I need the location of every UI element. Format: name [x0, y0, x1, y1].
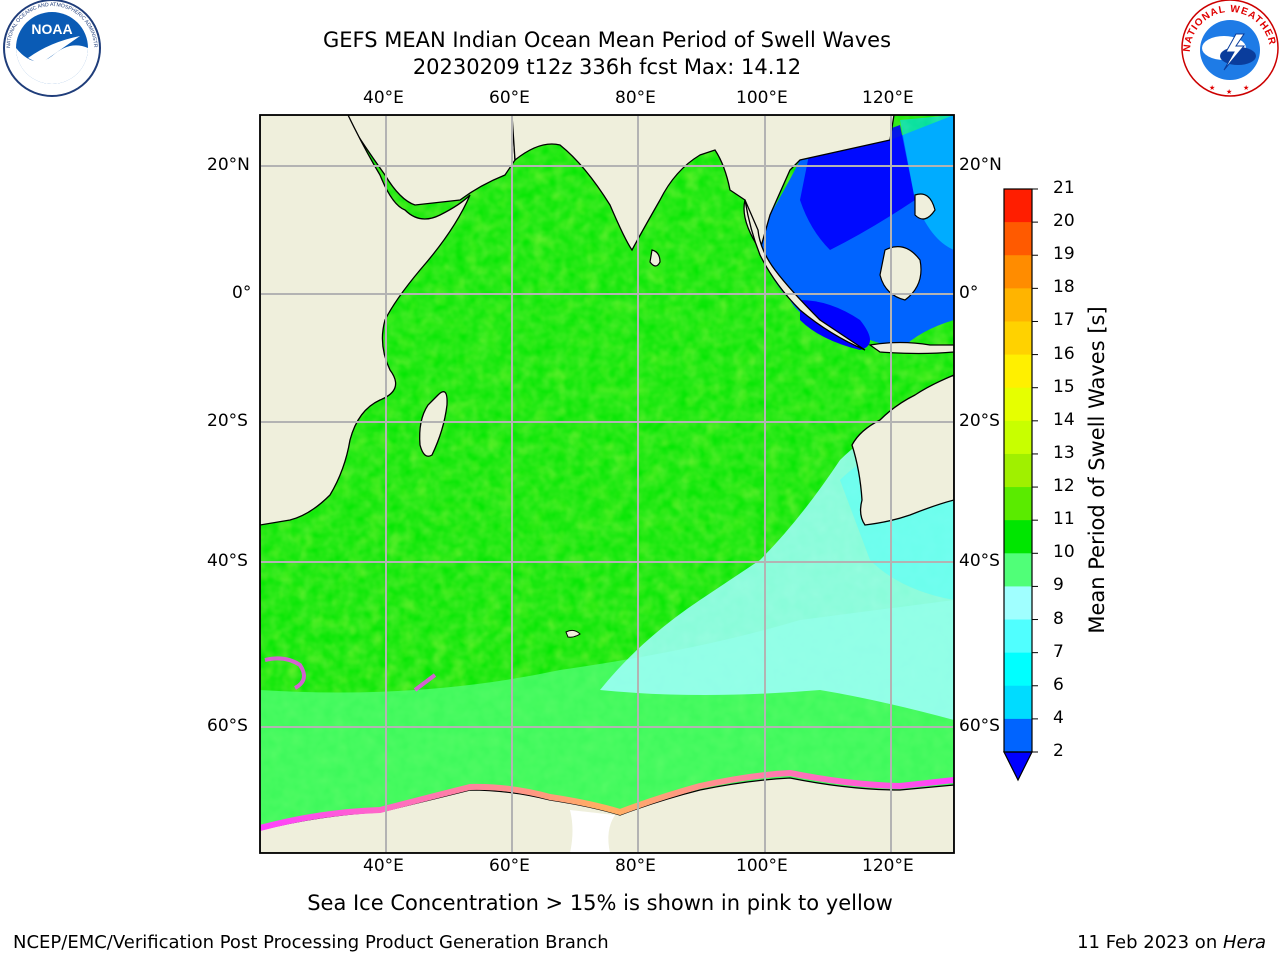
lon-label-top-40e: 40°E — [363, 88, 404, 108]
colorbar-tick-label: 4 — [1053, 707, 1064, 728]
svg-text:★: ★ — [1226, 88, 1232, 96]
lat-label-right-0: 0° — [959, 283, 979, 303]
colorbar-tick-label: 16 — [1053, 343, 1075, 364]
lat-label-left-20n: 20°N — [207, 155, 250, 175]
colorbar-title: Mean Period of Swell Waves [s] — [1085, 306, 1109, 634]
colorbar-under-arrow — [1003, 751, 1033, 782]
colorbar-tick-label: 9 — [1053, 575, 1064, 596]
svg-text:NATIONAL WEATHER SERVICE: NATIONAL WEATHER SERVICE — [0, 0, 1278, 52]
lat-label-right-20n: 20°N — [959, 155, 1002, 175]
colorbar-tick-label: 11 — [1053, 509, 1075, 530]
lat-label-right-20s: 20°S — [959, 411, 1000, 431]
colorbar-segment — [1004, 718, 1032, 753]
noaa-logo-icon: NOAA NATIONAL OCEANIC AND ATMOSPHERIC AD… — [0, 0, 101, 97]
title-line-1: GEFS MEAN Indian Ocean Mean Period of Sw… — [322, 28, 892, 52]
lon-label-top-100e: 100°E — [736, 88, 788, 108]
svg-text:★: ★ — [1243, 84, 1249, 92]
lat-label-right-60s: 60°S — [959, 716, 1000, 736]
colorbar — [1003, 188, 1038, 782]
land-madagascar — [419, 391, 448, 457]
footer-date-text: 11 Feb 2023 on — [1077, 932, 1223, 953]
map-area — [260, 115, 954, 853]
nws-logo-icon: NATIONAL WEATHER SERVICE ★ ★ ★ — [0, 0, 1279, 97]
colorbar-tick-label: 20 — [1053, 211, 1075, 232]
lon-label-top-60e: 60°E — [489, 88, 530, 108]
colorbar-segment — [1004, 255, 1032, 289]
colorbar-segment — [1004, 586, 1032, 621]
lat-label-left-60s: 60°S — [207, 716, 248, 736]
colorbar-tick-label: 12 — [1053, 476, 1075, 497]
lat-label-left-0: 0° — [232, 283, 252, 303]
map-frame — [259, 114, 955, 854]
colorbar-segment — [1004, 222, 1032, 256]
lon-label-bottom-120e: 120°E — [862, 856, 914, 876]
lon-label-bottom-100e: 100°E — [736, 856, 788, 876]
noaa-logo-text: NOAA — [31, 21, 72, 37]
sea-ice-note: Sea Ice Concentration > 15% is shown in … — [307, 891, 893, 915]
colorbar-segment — [1004, 420, 1032, 455]
svg-text:★: ★ — [1209, 84, 1215, 92]
sea-ice-band — [260, 769, 954, 831]
land-asia — [511, 115, 895, 252]
colorbar-segment — [1004, 189, 1032, 223]
colorbar-segment — [1004, 288, 1032, 322]
colorbar-tick-label: 6 — [1053, 674, 1064, 695]
colorbar-segment — [1004, 453, 1032, 488]
colorbar-segment — [1004, 685, 1032, 720]
colorbar-segment — [1004, 652, 1032, 687]
lon-label-bottom-60e: 60°E — [489, 856, 530, 876]
colorbar-tick-label: 8 — [1053, 608, 1064, 629]
colorbar-tick-label: 2 — [1053, 741, 1064, 761]
colorbar-segment — [1004, 553, 1032, 587]
lon-label-bottom-80e: 80°E — [615, 856, 656, 876]
colorbar-segment — [1004, 487, 1032, 521]
lon-label-bottom-40e: 40°E — [363, 856, 404, 876]
land-australia — [851, 374, 954, 526]
footer-date: 11 Feb 2023 on Hera — [1077, 932, 1266, 953]
lat-label-right-40s: 40°S — [959, 551, 1000, 571]
graticule — [260, 115, 954, 853]
colorbar-tick-label: 7 — [1053, 641, 1064, 662]
colorbar-segment — [1004, 354, 1032, 389]
title-line-2: 20230209 t12z 336h fcst Max: 14.12 — [412, 55, 802, 79]
colorbar-tick-label: 13 — [1053, 442, 1075, 463]
colorbar-segment — [1004, 321, 1032, 356]
footer-host: Hera — [1222, 932, 1266, 953]
lat-label-left-40s: 40°S — [207, 551, 248, 571]
lon-label-top-120e: 120°E — [862, 88, 914, 108]
colorbar-tick-label: 14 — [1053, 409, 1075, 430]
sea-ice-note-row: Sea Ice Concentration > 15% is shown in … — [0, 891, 1280, 915]
colorbar-frame — [1003, 188, 1033, 753]
colorbar-segment — [1004, 387, 1032, 422]
nws-logo-ring-text: NATIONAL WEATHER SERVICE — [0, 0, 1277, 52]
colorbar-segment — [1004, 619, 1032, 654]
footer-branch: NCEP/EMC/Verification Post Processing Pr… — [13, 932, 609, 953]
colorbar-segment — [1004, 520, 1032, 554]
lat-label-left-20s: 20°S — [207, 411, 248, 431]
colorbar-tick-label: 21 — [1053, 178, 1075, 198]
colorbar-tick-label: 18 — [1053, 277, 1075, 298]
colorbar-tick-label: 10 — [1053, 542, 1075, 563]
lon-label-top-80e: 80°E — [615, 88, 656, 108]
colorbar-tick-label: 17 — [1053, 310, 1075, 331]
colorbar-tick-label: 15 — [1053, 376, 1075, 397]
colorbar-tick-label: 19 — [1053, 244, 1075, 265]
